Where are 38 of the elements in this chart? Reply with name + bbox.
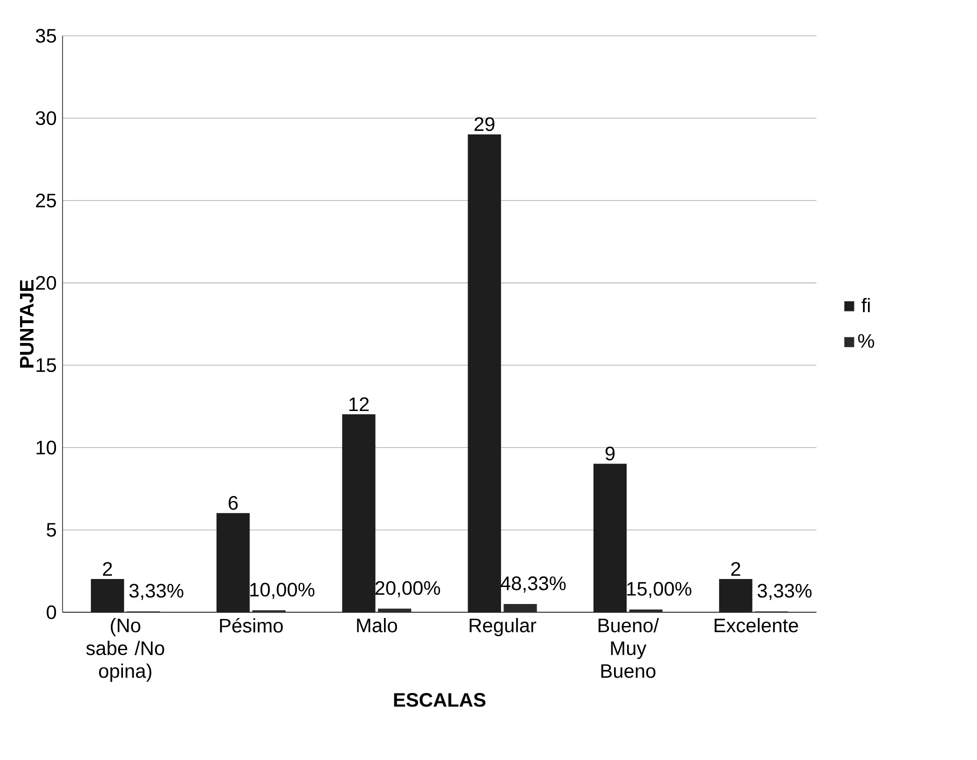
x-tick-label: Regular [470,618,536,636]
x-tick-label: Bueno/ Muy Bueno [598,618,659,678]
legend-label: % [858,334,874,348]
bar [629,609,663,612]
bar [468,134,502,612]
data-label: 20,00% [375,580,440,598]
y-tick-label: 20 [36,276,56,290]
data-label: 3,33% [758,584,812,600]
x-tick-label: (No sabe /No opina) [86,618,164,682]
data-label: 29 [474,117,494,131]
data-label: 10,00% [250,582,314,599]
bar [504,604,537,612]
bar [342,414,376,612]
bar [378,608,412,612]
data-label: 12 [349,397,369,411]
x-tick-label: Malo [357,618,398,632]
y-tick-label: 25 [36,193,56,208]
y-tick-label: 30 [36,111,56,125]
bar [216,512,250,612]
y-tick-label: 10 [36,440,56,454]
data-label: 2 [731,562,740,576]
x-tick-label: Excelente [714,618,798,632]
x-axis-title: ESCALAS [394,692,486,707]
y-tick-label: 35 [36,28,56,43]
y-axis-title: PUNTAJE [20,280,34,368]
legend-label: fi [862,298,870,312]
bar [593,463,627,612]
bar [90,578,124,612]
y-tick-label: 0 [46,605,56,619]
x-tick-label: Pésimo [220,618,283,632]
data-label: 15,00% [627,582,692,598]
y-tick-label: 5 [46,522,56,537]
data-label: 9 [606,446,615,460]
data-label: 6 [228,496,238,510]
y-tick-label: 15 [36,358,56,372]
data-label: 3,33% [129,584,184,600]
bar [719,578,752,612]
data-label: 2 [103,562,112,576]
